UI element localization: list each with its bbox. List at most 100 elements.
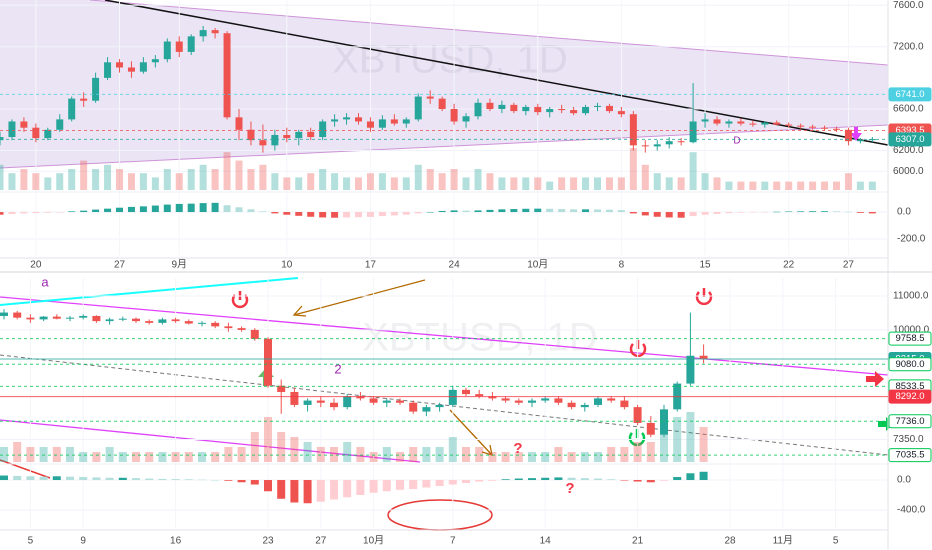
price-label-box: [888, 87, 932, 102]
candle-body: [92, 315, 101, 322]
macd-bar: [462, 210, 470, 213]
macd-tick-label: -400.0: [897, 505, 926, 516]
macd-bar: [554, 477, 563, 481]
candle-body: [237, 328, 246, 330]
volume-bar: [462, 447, 470, 462]
volume-bar: [66, 447, 74, 462]
candle-body: [316, 400, 325, 403]
macd-bar: [303, 480, 312, 504]
y-tick-label: 7350.0: [893, 434, 924, 445]
macd-bar: [713, 212, 721, 214]
x-tick-label: 27: [315, 536, 327, 547]
macd-bar: [570, 209, 578, 213]
volume-bar: [462, 177, 470, 190]
macd-bar: [402, 212, 410, 215]
macd-bar: [462, 480, 470, 484]
macd-bar: [633, 480, 642, 482]
candle-body: [594, 398, 602, 405]
macd-bar: [277, 480, 286, 499]
macd-bar: [665, 212, 673, 218]
candle-body: [641, 145, 649, 147]
candle-body: [295, 131, 303, 139]
volume-bar: [605, 177, 613, 190]
macd-bar: [868, 212, 876, 214]
volume-bar: [785, 181, 793, 190]
volume-bar: [303, 442, 312, 462]
candle-body: [26, 317, 35, 320]
macd-bar: [498, 209, 506, 213]
volume-bar: [56, 173, 64, 190]
macd-bar: [641, 212, 649, 216]
x-tick-label: 27: [114, 260, 126, 271]
x-tick-label: 22: [783, 260, 795, 271]
candle-body: [303, 400, 312, 405]
volume-bar: [686, 412, 695, 462]
macd-tick-label: -200.0: [897, 234, 926, 245]
macd-bar: [158, 478, 167, 481]
x-tick-label: 9: [80, 536, 86, 547]
down-arrow: [850, 127, 862, 141]
macd-bar: [331, 212, 339, 218]
candle-body: [448, 389, 457, 405]
macd-bar: [833, 211, 840, 213]
x-tick-label: 14: [540, 536, 552, 547]
candle-body: [247, 129, 255, 141]
macd-bar: [366, 212, 374, 217]
macd-bar: [522, 208, 530, 213]
candle-body: [0, 312, 8, 316]
volume-bar: [158, 452, 167, 462]
volume-bar: [330, 447, 338, 462]
macd-bar: [13, 475, 22, 481]
volume-bar: [0, 164, 4, 190]
price-label: 8292.0: [895, 391, 924, 402]
volume-bar: [699, 427, 708, 462]
candle-body: [187, 36, 195, 52]
candle-body: [163, 41, 171, 60]
volume-bar: [32, 173, 40, 190]
candle-body: [546, 109, 554, 113]
macd-bar: [448, 480, 457, 485]
candle-body: [378, 119, 386, 128]
candle-body: [570, 110, 578, 114]
candle-body: [171, 319, 180, 322]
volume-bar: [331, 173, 339, 190]
volume-bar: [211, 169, 219, 190]
macd-bar: [283, 212, 291, 215]
x-tick-label: 27: [843, 260, 855, 271]
macd-bar: [211, 202, 219, 213]
candle-body: [198, 322, 206, 324]
macd-bar: [0, 212, 4, 215]
volume-bar: [316, 447, 325, 462]
candle-body: [541, 398, 550, 401]
macd-bar: [343, 212, 351, 218]
macd-bar: [558, 209, 566, 213]
macd-bar: [8, 212, 16, 215]
candle-body: [283, 134, 291, 139]
macd-bar: [541, 477, 550, 481]
macd-bar: [118, 477, 127, 481]
volume-bar: [868, 181, 876, 190]
macd-bar: [79, 477, 88, 481]
macd-bar: [199, 203, 207, 213]
price-label-box: [888, 331, 932, 346]
volume-bar: [582, 177, 590, 190]
macd-bar: [534, 208, 542, 213]
macd-bar: [699, 471, 708, 481]
macd-bar: [307, 212, 315, 217]
candle-body: [725, 121, 733, 124]
macd-bar: [330, 480, 338, 500]
macd-bar: [235, 207, 243, 213]
candle-body: [224, 326, 233, 329]
volume-bar: [390, 177, 398, 190]
volume-bar: [366, 173, 374, 190]
volume-bar: [498, 177, 506, 190]
x-tick-label: 17: [365, 260, 377, 271]
x-tick-label: 10: [281, 260, 293, 271]
macd-bar: [145, 478, 154, 481]
candle-body: [749, 123, 757, 125]
candle-body: [199, 30, 207, 37]
volume-bar: [223, 152, 231, 190]
volume-bar: [343, 177, 351, 190]
candle-body: [522, 106, 530, 112]
candle-body: [633, 407, 642, 423]
